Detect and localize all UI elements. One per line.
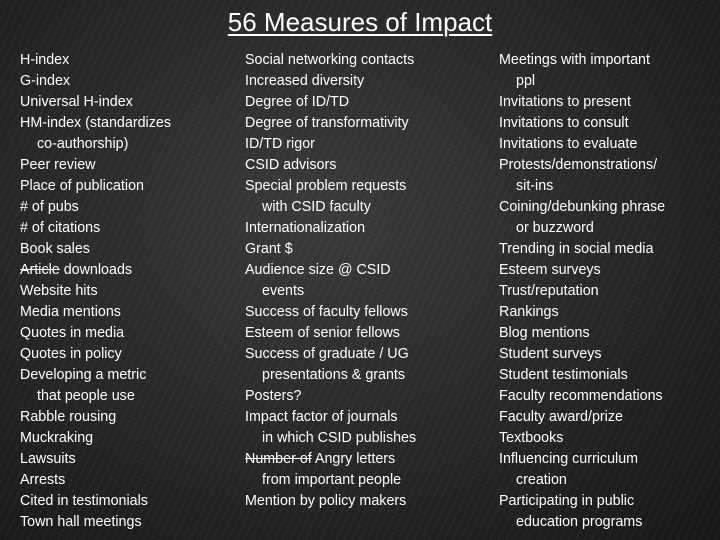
measure-item: Blog mentions: [499, 325, 590, 341]
measure-item-continuation: in which CSID publishes: [262, 430, 417, 446]
measures-column-2: Social networking contacts Increased div…: [245, 50, 416, 512]
measure-item: Impact factor of journals: [245, 409, 398, 425]
measure-item: Website hits: [20, 283, 98, 299]
measure-item: Book sales: [20, 241, 90, 257]
measure-item: Muckraking: [20, 430, 94, 446]
measure-item: Faculty award/prize: [499, 409, 623, 425]
measure-item: Esteem of senior fellows: [245, 325, 400, 341]
measure-item-continuation: sit-ins: [516, 178, 554, 194]
measure-item: Place of publication: [20, 178, 144, 194]
measure-item-continuation: that people use: [37, 388, 135, 404]
measure-item: Degree of transformativity: [245, 115, 409, 131]
measure-item: Invitations to present: [499, 94, 631, 110]
measure-item: Developing a metric: [20, 367, 147, 383]
measure-item: # of citations: [20, 220, 101, 236]
measure-item: Internationalization: [245, 220, 366, 236]
measure-item-continuation: from important people: [262, 472, 402, 488]
measure-item: Lawsuits: [20, 451, 76, 467]
measure-item: H-index: [20, 52, 70, 68]
measure-item: Peer review: [20, 157, 96, 173]
measure-item: HM-index (standardizes: [20, 115, 171, 131]
measure-item: Media mentions: [20, 304, 121, 320]
struck-text: Article: [20, 262, 60, 278]
measure-item-continuation: presentations & grants: [262, 367, 406, 383]
measure-item: Rankings: [499, 304, 559, 320]
measure-item: Student surveys: [499, 346, 602, 362]
measure-item-continuation: education programs: [516, 514, 643, 530]
measure-item-continuation: events: [262, 283, 305, 299]
measure-item-text: Angry letters: [311, 451, 396, 467]
measure-item: CSID advisors: [245, 157, 337, 173]
measure-item: G-index: [20, 73, 71, 89]
measure-item: Special problem requests: [245, 178, 407, 194]
measure-item: Quotes in media: [20, 325, 125, 341]
measure-item-continuation: or buzzword: [516, 220, 594, 236]
measure-item-continuation: creation: [516, 472, 567, 488]
measure-item: Participating in public: [499, 493, 635, 509]
measure-item: Meetings with important: [499, 52, 650, 68]
measure-item: Quotes in policy: [20, 346, 122, 362]
measure-item-continuation: co-authorship): [37, 136, 129, 152]
measure-item-angry-letters: Number of Angry letters: [245, 449, 416, 470]
measure-item: Textbooks: [499, 430, 564, 446]
measure-item: Town hall meetings: [20, 514, 142, 530]
measure-item-text: downloads: [59, 262, 133, 278]
measures-column-1: H-index G-index Universal H-index HM-ind…: [20, 50, 171, 533]
measure-item: Arrests: [20, 472, 66, 488]
measure-item: Posters?: [245, 388, 302, 404]
measure-item: Social networking contacts: [245, 52, 415, 68]
measure-item: Influencing curriculum: [499, 451, 639, 467]
measure-item: Degree of ID/TD: [245, 94, 350, 110]
measure-item: Trust/reputation: [499, 283, 599, 299]
measure-item: Mention by policy makers: [245, 493, 407, 509]
measure-item: Success of graduate / UG: [245, 346, 409, 362]
measure-item: Rabble rousing: [20, 409, 117, 425]
measure-item: Faculty recommendations: [499, 388, 663, 404]
measure-item: Cited in testimonials: [20, 493, 148, 509]
measure-item: Success of faculty fellows: [245, 304, 408, 320]
measure-item: Student testimonials: [499, 367, 628, 383]
measure-item: Invitations to consult: [499, 115, 629, 131]
measure-item: Invitations to evaluate: [499, 136, 638, 152]
measure-item-continuation: ppl: [516, 73, 536, 89]
measure-item: Increased diversity: [245, 73, 365, 89]
measure-item: Trending in social media: [499, 241, 654, 257]
measure-item: Protests/demonstrations/: [499, 157, 658, 173]
struck-text: Number of: [245, 451, 312, 467]
measure-item: Universal H-index: [20, 94, 133, 110]
measure-item: Audience size @ CSID: [245, 262, 391, 278]
slide-title: 56 Measures of Impact: [227, 7, 493, 37]
measure-item: ID/TD rigor: [245, 136, 315, 152]
measure-item: Esteem surveys: [499, 262, 601, 278]
measure-item-downloads: Article downloads: [20, 260, 171, 281]
measure-item: Grant $: [245, 241, 293, 257]
measure-item: # of pubs: [20, 199, 79, 215]
measures-column-3: Meetings with important ppl Invitations …: [499, 50, 665, 533]
measure-item: Coining/debunking phrase: [499, 199, 666, 215]
measure-item-continuation: with CSID faculty: [262, 199, 371, 215]
